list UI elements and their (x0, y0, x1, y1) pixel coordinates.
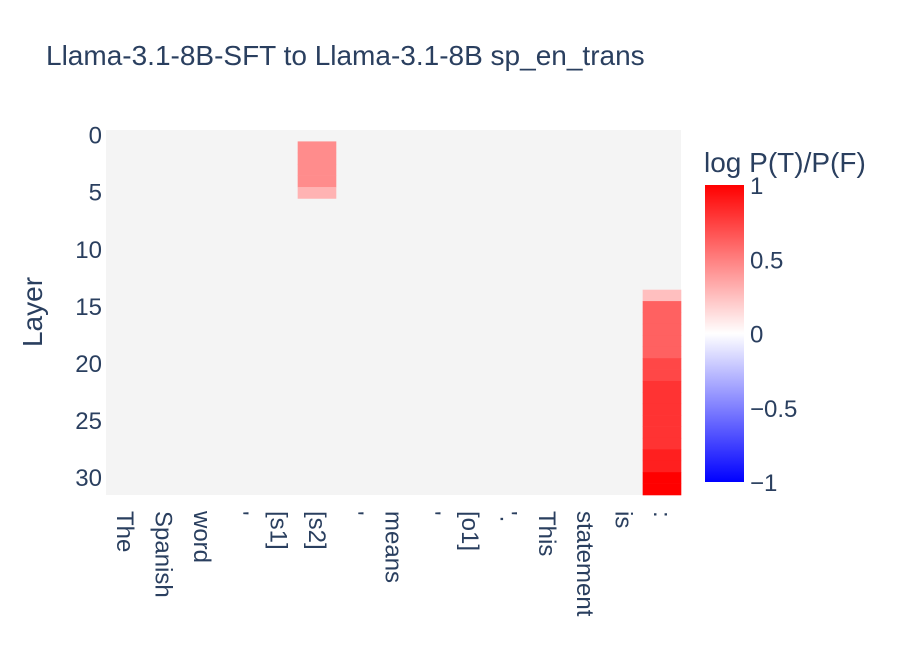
y-tick-label: 10 (75, 237, 102, 264)
y-axis-ticks: 0 5 10 15 20 25 30 (75, 123, 102, 492)
heatmap-cell (642, 312, 682, 325)
x-tick-label: means (380, 511, 407, 583)
x-tick-label: The (111, 511, 138, 552)
colorbar-tick-label: 0 (750, 322, 763, 349)
colorbar-tick-label: −0.5 (750, 396, 797, 423)
heatmap-cell (642, 460, 682, 473)
heatmap-cell (642, 472, 682, 484)
y-tick-label: 30 (75, 465, 102, 492)
heatmap-cell (297, 175, 337, 188)
heatmap-cell (642, 369, 682, 382)
heatmap-cell (642, 392, 682, 405)
colorbar-tick-label: 0.5 (750, 247, 783, 274)
x-tick-label: statement (571, 511, 598, 617)
heatmap-cell (642, 437, 682, 450)
heatmap-cell (642, 403, 682, 416)
heatmap-cells (297, 141, 682, 496)
x-tick-label: : (648, 511, 675, 518)
x-tick-label: [s1] (265, 511, 292, 550)
heatmap-cell (642, 323, 682, 336)
heatmap-cell (642, 426, 682, 439)
x-tick-label: word (188, 510, 215, 563)
plot-background (106, 130, 681, 495)
x-tick-label: This (533, 511, 560, 556)
x-tick-label: ' (341, 511, 368, 516)
heatmap-cell (642, 301, 682, 313)
heatmap-cell (297, 187, 337, 199)
chart-title: Llama-3.1-8B-SFT to Llama-3.1-8B sp_en_t… (46, 40, 645, 71)
y-tick-label: 25 (75, 408, 102, 435)
y-tick-label: 20 (75, 351, 102, 378)
y-tick-label: 0 (89, 123, 102, 150)
x-tick-label: ' (418, 511, 445, 516)
heatmap-cell (642, 346, 682, 359)
colorbar-title: log P(T)/P(F) (704, 147, 866, 178)
heatmap-cell (642, 449, 682, 462)
x-tick-label: [s2] (303, 511, 330, 550)
x-tick-label: is (610, 511, 637, 528)
x-tick-label: ' (226, 511, 253, 516)
y-axis-title: Layer (17, 277, 48, 347)
heatmap-cell (297, 152, 337, 165)
heatmap-cell (642, 415, 682, 427)
heatmap-cell (642, 289, 682, 302)
x-tick-label: Spanish (150, 511, 177, 598)
heatmap-cell (642, 380, 682, 393)
x-tick-label: [o1] (456, 511, 483, 551)
x-tick-label: '. (495, 511, 522, 522)
colorbar (705, 185, 744, 482)
y-tick-label: 15 (75, 294, 102, 321)
y-tick-label: 5 (89, 180, 102, 207)
heatmap-cell (642, 358, 682, 370)
heatmap-cell (297, 141, 337, 154)
colorbar-tick-label: −1 (750, 470, 777, 497)
heatmap-cell (642, 335, 682, 348)
heatmap-cell (642, 483, 682, 496)
colorbar-tick-label: 1 (750, 173, 763, 200)
colorbar-ticks: 1 0.5 0 −0.5 −1 (750, 173, 797, 497)
x-axis-ticks: The Spanish word ' [s1] [s2] ' means ' [o1] '. This… (111, 510, 675, 617)
heatmap-cell (297, 164, 337, 176)
